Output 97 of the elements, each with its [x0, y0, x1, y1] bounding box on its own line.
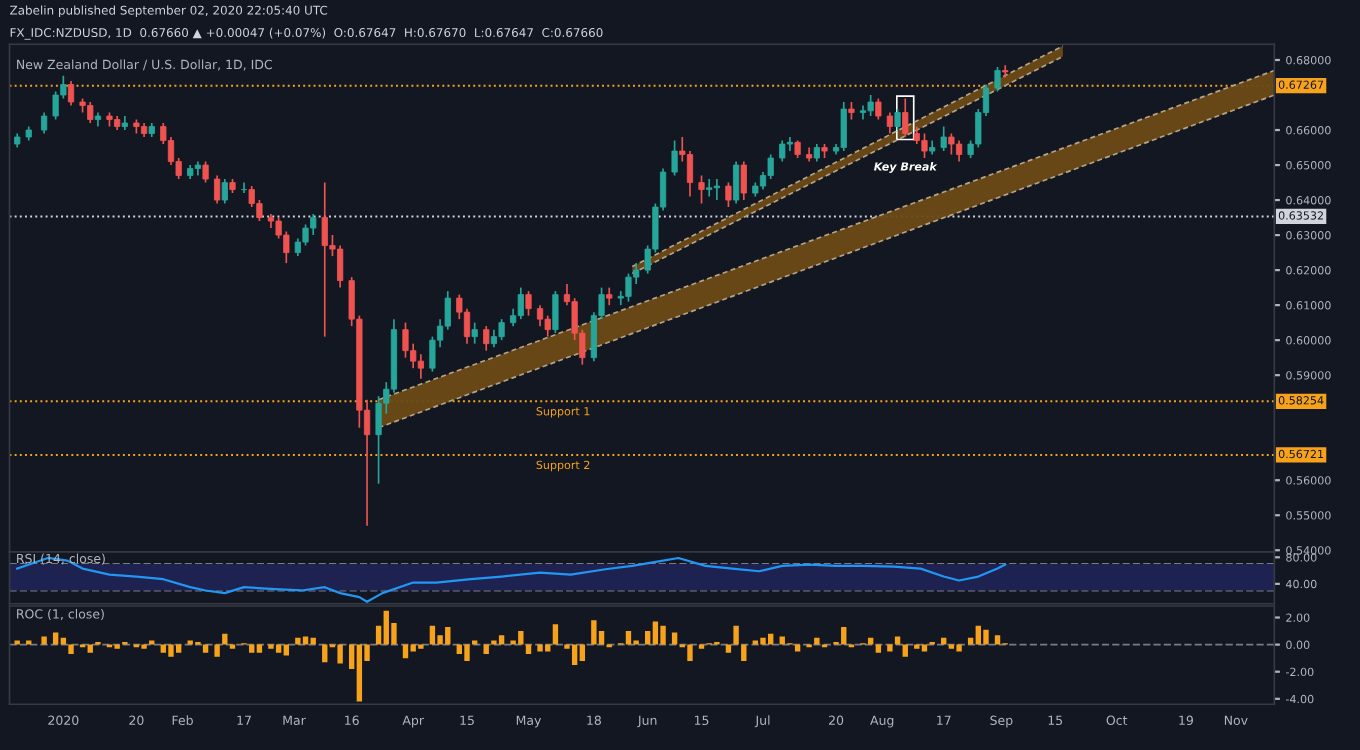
- candlestick: [337, 244, 344, 289]
- bar: [887, 644, 893, 652]
- bar: [867, 637, 874, 645]
- candlestick: [706, 178, 713, 198]
- bar: [994, 635, 1001, 645]
- bar: [310, 637, 316, 645]
- bar: [60, 637, 67, 645]
- bar: [579, 644, 586, 661]
- candlestick: [483, 325, 490, 352]
- bar: [814, 637, 820, 645]
- candlestick: [671, 139, 678, 177]
- candlestick: [552, 290, 559, 334]
- bar: [222, 633, 228, 645]
- bar: [841, 627, 847, 645]
- bar: [902, 644, 908, 657]
- bar: [552, 624, 559, 645]
- candlestick: [786, 136, 794, 152]
- bar: [429, 625, 436, 645]
- candlestick: [67, 80, 75, 107]
- bar: [652, 621, 659, 645]
- bar: [275, 644, 282, 653]
- candlestick: [525, 290, 532, 317]
- bar: [498, 635, 505, 645]
- bar: [256, 644, 263, 653]
- candlestick: [87, 101, 94, 124]
- bar: [52, 632, 59, 645]
- bar: [725, 644, 732, 653]
- bar: [68, 644, 74, 655]
- bar: [464, 644, 470, 661]
- bar: [894, 636, 901, 645]
- candlestick: [517, 286, 524, 320]
- bar: [214, 644, 220, 657]
- candlestick: [698, 174, 705, 205]
- candlestick: [417, 353, 424, 380]
- candlestick: [202, 160, 209, 184]
- candlestick: [41, 111, 48, 135]
- bar: [160, 644, 166, 653]
- bar: [571, 644, 578, 665]
- bar: [168, 644, 174, 657]
- candlestick: [886, 111, 893, 135]
- candlestick: [740, 160, 747, 201]
- candlestick: [725, 181, 732, 208]
- candlestick: [894, 108, 901, 131]
- bar: [445, 627, 451, 645]
- candlestick: [310, 213, 317, 236]
- bar: [625, 631, 632, 645]
- bar: [202, 644, 209, 653]
- bar: [295, 637, 301, 645]
- candlestick: [52, 90, 59, 121]
- candlestick: [713, 178, 720, 201]
- candlestick: [859, 104, 867, 121]
- line-series: [16, 556, 1007, 603]
- candlestick: [733, 160, 740, 205]
- bar: [383, 610, 389, 645]
- bar: [302, 636, 309, 645]
- candlestick: [940, 125, 947, 152]
- bar: [249, 644, 255, 653]
- bar: [956, 644, 962, 652]
- candlestick: [498, 318, 505, 341]
- bar: [410, 644, 416, 652]
- bar: [660, 625, 666, 645]
- bar: [175, 644, 182, 653]
- bar: [741, 644, 747, 661]
- bar: [779, 636, 785, 645]
- bar: [941, 637, 947, 645]
- candlestick: [779, 139, 786, 163]
- bar: [337, 644, 343, 664]
- candlestick: [955, 139, 963, 163]
- bar: [687, 644, 693, 661]
- candlestick: [686, 150, 694, 198]
- bar: [41, 636, 47, 645]
- bar: [975, 625, 981, 645]
- bar: [760, 637, 766, 645]
- bar: [733, 625, 739, 645]
- candlestick: [921, 132, 928, 159]
- bar: [518, 631, 524, 645]
- candlestick: [875, 97, 882, 121]
- bar: [768, 633, 774, 645]
- candlestick: [321, 181, 328, 338]
- candlestick: [1002, 64, 1009, 79]
- candlestick: [948, 132, 955, 156]
- candlestick: [221, 178, 228, 205]
- candlestick: [867, 94, 874, 117]
- candlestick: [536, 304, 544, 327]
- bar: [983, 629, 989, 645]
- bar: [356, 644, 363, 702]
- candlestick: [840, 101, 847, 152]
- bar: [537, 644, 543, 652]
- bar: [671, 632, 678, 645]
- bar: [875, 644, 882, 653]
- candlestick: [994, 66, 1001, 93]
- candlestick: [240, 181, 248, 194]
- candlestick: [471, 321, 478, 345]
- bar: [591, 620, 597, 645]
- candlestick: [214, 174, 221, 205]
- bar: [87, 644, 93, 653]
- candlestick: [902, 97, 909, 138]
